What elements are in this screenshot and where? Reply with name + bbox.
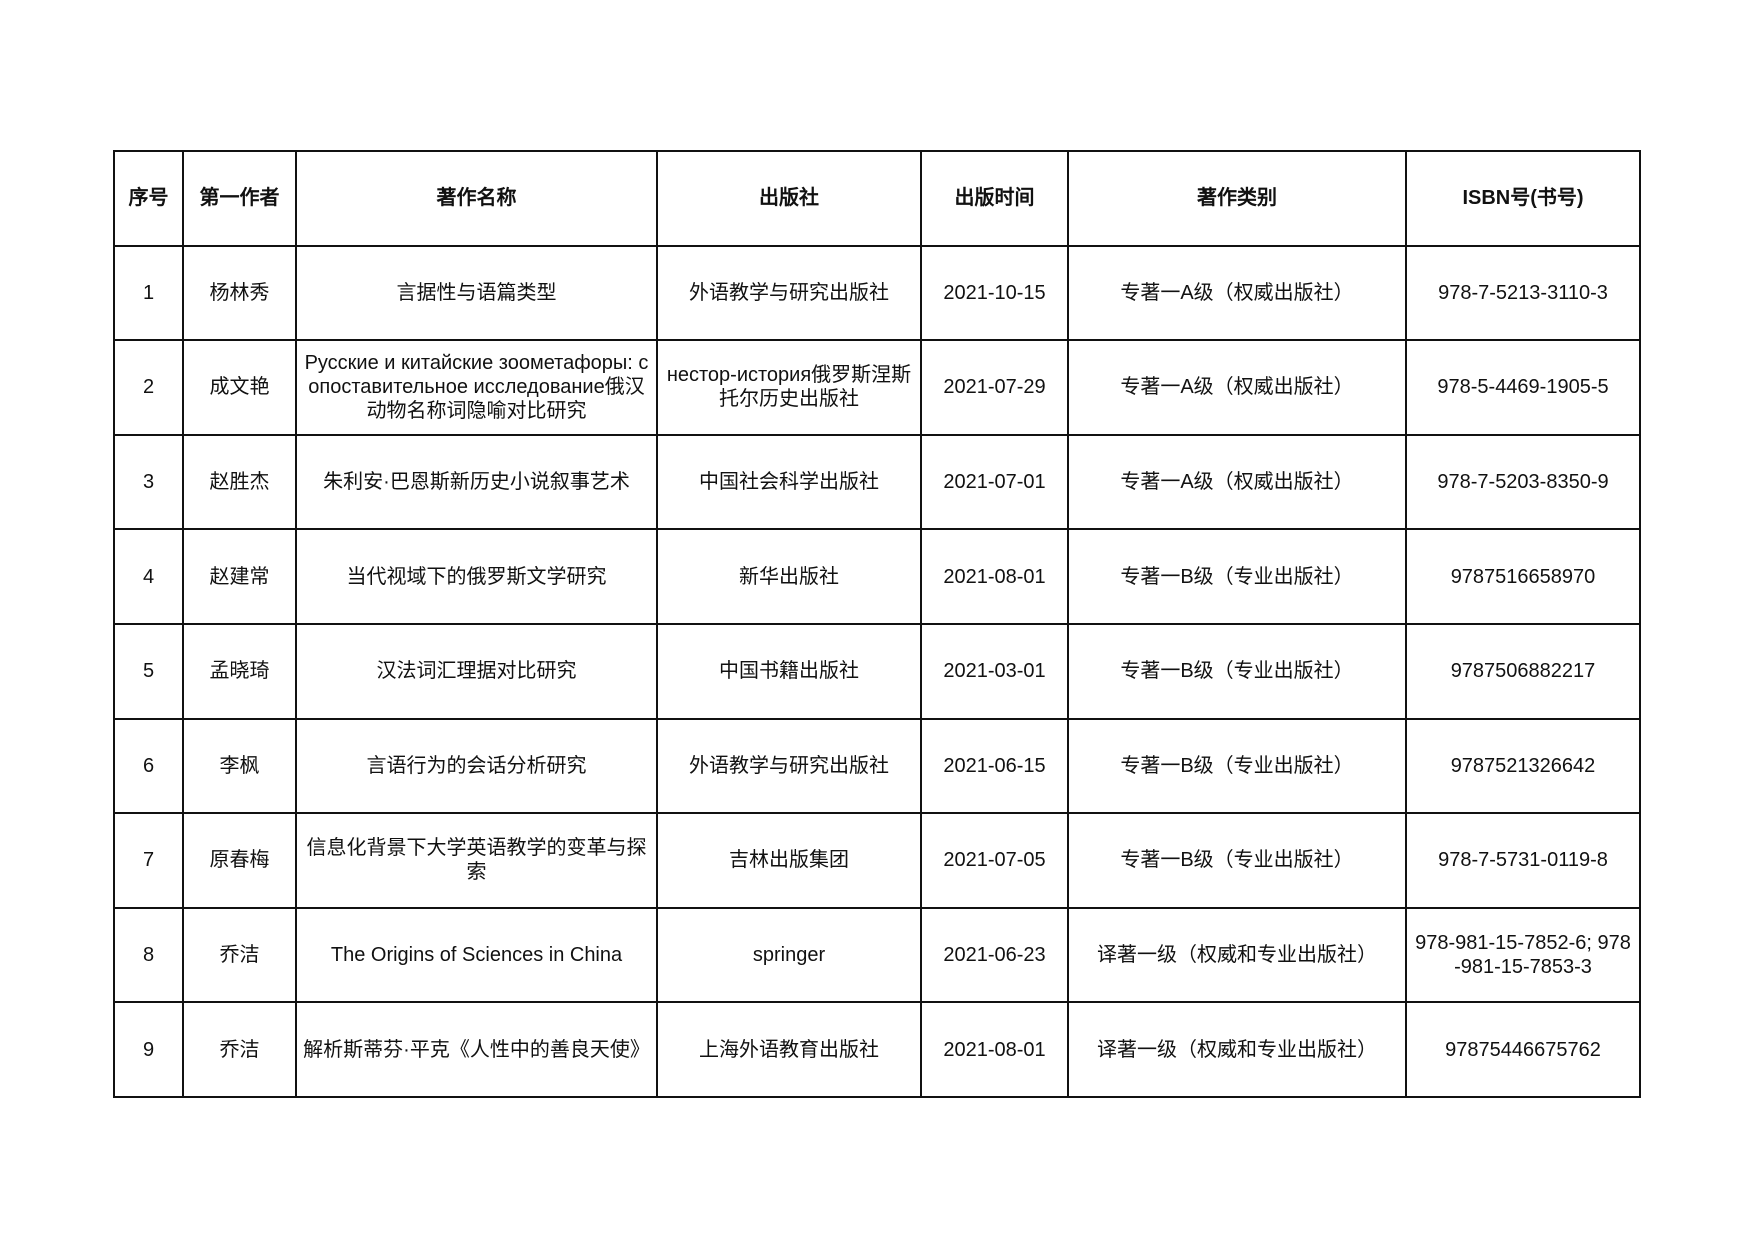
cell-category: 专著一B级（专业出版社） xyxy=(1067,622,1407,720)
table-row: 4 赵建常 当代视域下的俄罗斯文学研究 新华出版社 2021-08-01 专著一B级（专业… xyxy=(113,528,1641,625)
cell-isbn: 978-981-15-7852-6; 978-981-15-7853-3 xyxy=(1405,906,1641,1004)
cell-first-author: 乔洁 xyxy=(182,906,297,1004)
cell-date: 2021-07-29 xyxy=(920,339,1069,436)
cell-date: 2021-06-23 xyxy=(920,906,1069,1004)
cell-index: 1 xyxy=(113,244,184,342)
cell-first-author: 赵胜杰 xyxy=(182,433,297,531)
cell-first-author: 成文艳 xyxy=(182,339,297,436)
header-first-author: 第一作者 xyxy=(182,150,297,247)
cell-first-author: 赵建常 xyxy=(182,528,297,625)
cell-publisher: 新华出版社 xyxy=(656,528,922,625)
cell-publisher: springer xyxy=(656,906,922,1004)
table-row: 7 原春梅 信息化背景下大学英语教学的变革与探索 吉林出版集团 2021-07-05 专著… xyxy=(113,812,1641,909)
cell-title: 当代视域下的俄罗斯文学研究 xyxy=(295,528,658,625)
cell-title: 言语行为的会话分析研究 xyxy=(295,717,658,815)
cell-isbn: 978-7-5203-8350-9 xyxy=(1405,433,1641,531)
cell-category: 专著一A级（权威出版社） xyxy=(1067,339,1407,436)
header-index: 序号 xyxy=(113,150,184,247)
cell-date: 2021-06-15 xyxy=(920,717,1069,815)
cell-title: 朱利安·巴恩斯新历史小说叙事艺术 xyxy=(295,433,658,531)
cell-date: 2021-10-15 xyxy=(920,244,1069,342)
cell-title: The Origins of Sciences in China xyxy=(295,906,658,1004)
cell-title: 言据性与语篇类型 xyxy=(295,244,658,342)
table-row: 6 李枫 言语行为的会话分析研究 外语教学与研究出版社 2021-06-15 专著一B级（… xyxy=(113,717,1641,815)
table-row: 9 乔洁 解析斯蒂芬·平克《人性中的善良天使》 上海外语教育出版社 2021-08-01… xyxy=(113,1001,1641,1098)
header-isbn: ISBN号(书号) xyxy=(1405,150,1641,247)
cell-publisher: 中国社会科学出版社 xyxy=(656,433,922,531)
table-row: 8 乔洁 The Origins of Sciences in China sprin… xyxy=(113,906,1641,1004)
cell-first-author: 原春梅 xyxy=(182,812,297,909)
cell-isbn: 978-7-5213-3110-3 xyxy=(1405,244,1641,342)
cell-date: 2021-03-01 xyxy=(920,622,1069,720)
cell-index: 7 xyxy=(113,812,184,909)
table-row: 1 杨林秀 言据性与语篇类型 外语教学与研究出版社 2021-10-15 专著一A级（权威… xyxy=(113,244,1641,342)
cell-category: 译著一级（权威和专业出版社） xyxy=(1067,1001,1407,1098)
table-row: 3 赵胜杰 朱利安·巴恩斯新历史小说叙事艺术 中国社会科学出版社 2021-07-01 专… xyxy=(113,433,1641,531)
cell-index: 3 xyxy=(113,433,184,531)
cell-category: 专著一B级（专业出版社） xyxy=(1067,717,1407,815)
cell-index: 6 xyxy=(113,717,184,815)
cell-publisher: 上海外语教育出版社 xyxy=(656,1001,922,1098)
cell-isbn: 97875446675762 xyxy=(1405,1001,1641,1098)
cell-first-author: 乔洁 xyxy=(182,1001,297,1098)
cell-publisher: 吉林出版集团 xyxy=(656,812,922,909)
table-row: 5 孟晓琦 汉法词汇理据对比研究 中国书籍出版社 2021-03-01 专著一B级（专业出… xyxy=(113,622,1641,720)
cell-title: Русские и китайские зоометафоры: сопоста… xyxy=(295,339,658,436)
header-row: 序号 第一作者 著作名称 出版社 出版时间 著作类别 ISBN号(书号) xyxy=(113,150,1641,247)
cell-date: 2021-08-01 xyxy=(920,1001,1069,1098)
table-body: 1 杨林秀 言据性与语篇类型 外语教学与研究出版社 2021-10-15 专著一A级（权威… xyxy=(113,244,1641,1098)
cell-index: 9 xyxy=(113,1001,184,1098)
cell-isbn: 978-7-5731-0119-8 xyxy=(1405,812,1641,909)
cell-publisher: 中国书籍出版社 xyxy=(656,622,922,720)
cell-index: 2 xyxy=(113,339,184,436)
cell-date: 2021-07-05 xyxy=(920,812,1069,909)
cell-category: 译著一级（权威和专业出版社） xyxy=(1067,906,1407,1004)
cell-isbn: 9787521326642 xyxy=(1405,717,1641,815)
cell-category: 专著一A级（权威出版社） xyxy=(1067,433,1407,531)
cell-index: 5 xyxy=(113,622,184,720)
cell-category: 专著一A级（权威出版社） xyxy=(1067,244,1407,342)
cell-first-author: 杨林秀 xyxy=(182,244,297,342)
header-category: 著作类别 xyxy=(1067,150,1407,247)
cell-isbn: 9787506882217 xyxy=(1405,622,1641,720)
cell-title: 信息化背景下大学英语教学的变革与探索 xyxy=(295,812,658,909)
cell-title: 解析斯蒂芬·平克《人性中的善良天使》 xyxy=(295,1001,658,1098)
cell-first-author: 李枫 xyxy=(182,717,297,815)
publications-table: 序号 第一作者 著作名称 出版社 出版时间 著作类别 ISBN号(书号) 1 杨林… xyxy=(113,150,1641,1098)
cell-first-author: 孟晓琦 xyxy=(182,622,297,720)
header-title: 著作名称 xyxy=(295,150,658,247)
cell-category: 专著一B级（专业出版社） xyxy=(1067,812,1407,909)
cell-publisher: 外语教学与研究出版社 xyxy=(656,244,922,342)
cell-title: 汉法词汇理据对比研究 xyxy=(295,622,658,720)
cell-isbn: 978-5-4469-1905-5 xyxy=(1405,339,1641,436)
cell-index: 8 xyxy=(113,906,184,1004)
cell-isbn: 9787516658970 xyxy=(1405,528,1641,625)
cell-publisher: 外语教学与研究出版社 xyxy=(656,717,922,815)
cell-index: 4 xyxy=(113,528,184,625)
cell-date: 2021-07-01 xyxy=(920,433,1069,531)
table-row: 2 成文艳 Русские и китайские зоометафоры: соп… xyxy=(113,339,1641,436)
cell-publisher: нестор-история俄罗斯涅斯托尔历史出版社 xyxy=(656,339,922,436)
cell-category: 专著一B级（专业出版社） xyxy=(1067,528,1407,625)
cell-date: 2021-08-01 xyxy=(920,528,1069,625)
header-publisher: 出版社 xyxy=(656,150,922,247)
header-date: 出版时间 xyxy=(920,150,1069,247)
